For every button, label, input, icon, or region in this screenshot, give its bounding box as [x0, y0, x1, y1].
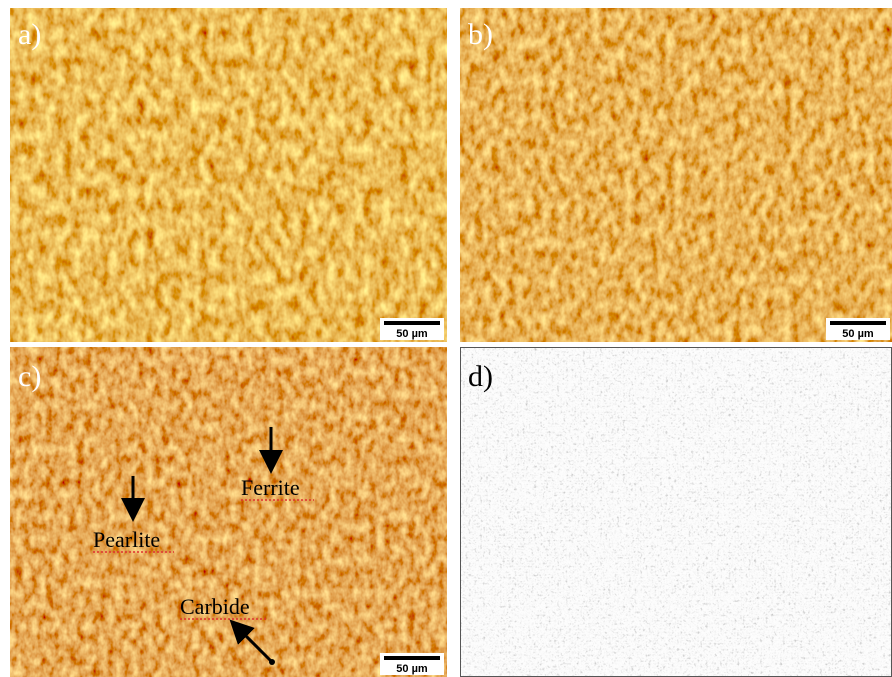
annotation: Pearlite: [93, 527, 160, 552]
scale-bar: [384, 656, 440, 660]
micrograph-b: [460, 8, 892, 342]
scale-bar-label: 50 µm: [396, 328, 428, 340]
scale-bar: [830, 321, 886, 325]
annotation: Ferrite: [241, 475, 300, 500]
scale-bar: [384, 321, 440, 325]
carbide-dot: [269, 659, 275, 665]
micrograph-c: [10, 347, 447, 677]
panel-label: c): [18, 360, 41, 393]
panel-label: b): [468, 18, 493, 51]
arrow: [229, 619, 274, 664]
annotation: Carbide: [180, 594, 250, 619]
micrograph-d: [460, 347, 892, 677]
scale-bar-label: 50 µm: [842, 328, 874, 340]
panel-label: d): [468, 360, 493, 393]
scale-bar-label: 50 µm: [396, 663, 428, 675]
micrograph-a: [10, 8, 447, 342]
panel-label: a): [18, 18, 41, 51]
